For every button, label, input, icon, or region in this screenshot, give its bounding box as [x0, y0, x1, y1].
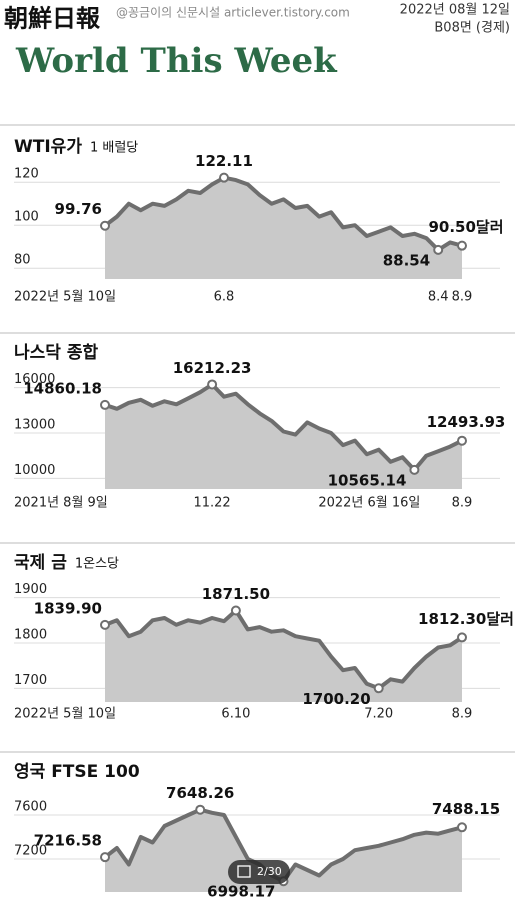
y-tick-label: 7600 [14, 800, 47, 815]
data-label: 99.76 [55, 200, 102, 218]
line [104, 608, 464, 691]
data-label: 1839.90 [34, 599, 102, 617]
point-marker [457, 435, 467, 446]
x-tick-label: 2022년 5월 10일 [14, 707, 116, 722]
x-tick-label: 2021년 8월 9일 [14, 496, 108, 511]
graphic-title: World This Week [15, 41, 338, 81]
data-label: 88.54 [383, 251, 430, 269]
y-tick-label: 16000 [14, 372, 55, 387]
point-marker [373, 683, 384, 694]
data-label: 1700.20 [302, 690, 370, 708]
x-tick-label: 11.22 [193, 496, 230, 511]
data-label: 14860.18 [23, 379, 102, 397]
page-section: B08면 (경제) [434, 21, 510, 36]
data-label: 7648.26 [166, 784, 234, 802]
area [105, 610, 462, 702]
area [105, 809, 462, 892]
x-tick-label: 2022년 6월 16일 [318, 496, 420, 511]
x-tick-label: 8.9 [452, 290, 473, 305]
y-tick-label: 100 [14, 210, 39, 225]
x-tick-label: 6.8 [214, 290, 235, 305]
line [104, 382, 463, 472]
chart-subtitle: 1 배럴당 [90, 141, 138, 156]
data-label: 16212.23 [173, 359, 252, 377]
x-tick-label: 2022년 5월 10일 [14, 290, 116, 305]
point-marker [100, 852, 110, 863]
chart-title: 국제 금 [14, 553, 67, 573]
gallery-icon [237, 865, 251, 878]
y-tick-label: 120 [14, 167, 39, 182]
data-label: 1812.30달러 [418, 610, 514, 628]
y-tick-label: 1800 [14, 628, 47, 643]
area [105, 384, 462, 489]
data-label: 7488.15 [432, 800, 500, 818]
point-marker [457, 822, 467, 833]
chart-title: 영국 FTSE 100 [14, 762, 140, 782]
y-tick-label: 1900 [14, 582, 47, 597]
x-tick-label: 8.9 [452, 496, 473, 511]
chart-subtitle: 1온스당 [75, 557, 119, 572]
masthead: 朝鮮日報 [4, 4, 101, 33]
point-marker [195, 804, 206, 815]
y-tick-label: 10000 [14, 463, 55, 478]
point-marker [207, 379, 218, 390]
line [103, 175, 463, 252]
point-marker [433, 244, 444, 255]
y-tick-label: 13000 [14, 418, 55, 433]
data-label: 12493.93 [427, 413, 506, 431]
y-tick-label: 80 [14, 253, 31, 268]
data-label: 1871.50 [202, 585, 270, 603]
x-tick-label: 6.10 [221, 707, 250, 722]
data-label: 6998.17 [207, 883, 275, 898]
chart-title: WTI유가 [14, 137, 82, 157]
point-marker [219, 172, 229, 183]
data-label: 7216.58 [34, 832, 102, 850]
viewer-pill[interactable]: 2/30 [228, 860, 290, 884]
chart-title: 나스닥 종합 [14, 342, 98, 363]
point-marker [409, 464, 420, 475]
y-tick-label: 7200 [14, 844, 47, 859]
date: 2022년 08월 12일 [400, 3, 510, 18]
point-marker [100, 619, 110, 630]
x-tick-label: 8.9 [452, 707, 473, 722]
point-marker [100, 399, 110, 410]
page-counter: 2/30 [257, 865, 282, 878]
point-marker [457, 632, 467, 643]
point-marker [100, 220, 110, 231]
data-label: 122.11 [195, 152, 253, 170]
area [105, 177, 462, 279]
watermark: @꽁금이의 신문시설 articlever.tistory.com [116, 6, 350, 20]
data-label: 90.50달러 [428, 218, 503, 236]
y-tick-label: 1700 [14, 673, 47, 688]
point-marker [230, 605, 241, 616]
x-tick-label: 7.20 [364, 707, 393, 722]
data-label: 10565.14 [328, 471, 407, 489]
x-tick-label: 8.4 [428, 290, 449, 305]
point-marker [457, 240, 467, 251]
